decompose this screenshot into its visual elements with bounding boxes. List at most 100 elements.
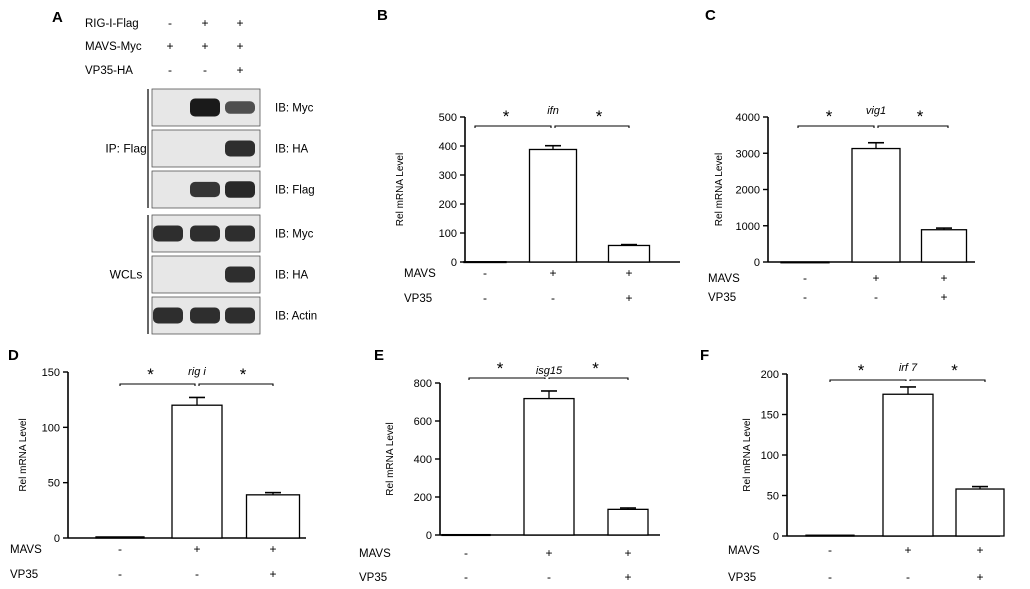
significance-star: *	[917, 107, 924, 126]
y-tick-label: 800	[414, 378, 432, 390]
lane-sign: +	[236, 39, 243, 53]
y-tick-label: 150	[42, 367, 60, 379]
vp35-sign: -	[547, 570, 551, 584]
chart-title: vig1	[866, 105, 886, 117]
ib-label: IB: Myc	[275, 103, 314, 115]
y-tick-label: 400	[414, 454, 432, 466]
y-tick-label: 2000	[736, 185, 760, 197]
chart-panel-d: D 0 50 100 150 Rel mRNA Level * * rig i MAVS VP35 -…	[8, 347, 306, 581]
row-label-mavs: MAVS	[708, 273, 740, 285]
blot-band	[225, 181, 255, 198]
significance-star: *	[497, 359, 504, 378]
vp35-sign: +	[940, 290, 947, 304]
y-tick-label: 100	[42, 422, 60, 434]
lane-sign: +	[201, 39, 208, 53]
mavs-sign: +	[625, 266, 632, 280]
mavs-sign: -	[118, 542, 122, 556]
lane-sign: -	[168, 63, 172, 77]
blot-band	[190, 98, 220, 117]
blot-band	[153, 225, 183, 242]
vp35-sign: -	[828, 570, 832, 584]
lane-sign: -	[168, 16, 172, 30]
y-tick-label: 500	[439, 112, 457, 124]
mavs-sign: +	[549, 266, 556, 280]
y-tick-label: 50	[767, 491, 779, 503]
lane-sign: +	[166, 39, 173, 53]
bar	[171, 404, 223, 539]
bar	[882, 393, 934, 537]
y-tick-label: 300	[439, 170, 457, 182]
row-label-vp35: VP35	[728, 572, 756, 584]
vp35-sign: +	[624, 570, 631, 584]
significance-bracket	[548, 377, 629, 380]
row-label-vp35: VP35	[359, 572, 387, 584]
bar	[245, 494, 301, 539]
row-label-vp35: VP35	[10, 569, 38, 581]
chart-panel-c: C 0 1000 2000 3000 4000 Rel mRNA Level * * vig1 MA…	[705, 7, 975, 304]
significance-star: *	[147, 365, 154, 384]
significance-star: *	[951, 361, 958, 380]
chart-panel-e: E 0 200 400 600 800 Rel mRNA Level * * isg15 MAVS V…	[359, 347, 660, 584]
condition-label: RIG-I-Flag	[85, 18, 139, 30]
significance-bracket	[468, 377, 546, 380]
lane-sign: +	[236, 16, 243, 30]
lane-sign: +	[236, 63, 243, 77]
vp35-sign: -	[803, 290, 807, 304]
lane-sign: +	[201, 16, 208, 30]
vp35-sign: -	[195, 567, 199, 581]
blot-band	[190, 181, 220, 198]
bar	[805, 534, 855, 537]
significance-star: *	[858, 361, 865, 380]
y-tick-label: 0	[754, 257, 760, 269]
chart-title: isg15	[536, 365, 563, 377]
vp35-sign: -	[906, 570, 910, 584]
ib-label: IB: Myc	[275, 229, 314, 241]
bar	[607, 508, 649, 536]
significance-bracket	[554, 125, 630, 128]
blot-band	[225, 101, 255, 114]
y-tick-label: 50	[48, 478, 60, 490]
row-label-mavs: MAVS	[10, 544, 42, 556]
y-tick-label: 0	[426, 530, 432, 542]
mavs-sign: +	[904, 543, 911, 557]
blot-band	[153, 307, 183, 324]
ib-label: IB: Flag	[275, 185, 315, 197]
significance-bracket	[119, 383, 196, 386]
significance-star: *	[596, 107, 603, 126]
y-tick-label: 600	[414, 416, 432, 428]
bar	[463, 261, 507, 264]
blot-band	[225, 225, 255, 242]
significance-bracket	[198, 383, 274, 386]
bar	[780, 261, 830, 264]
group-label: WCLs	[110, 268, 143, 282]
ib-label: IB: HA	[275, 270, 309, 282]
significance-star: *	[240, 365, 247, 384]
chart-title: rig i	[188, 366, 206, 378]
y-tick-label: 400	[439, 141, 457, 153]
ib-label: IB: Actin	[275, 311, 317, 323]
row-label-vp35: VP35	[708, 292, 736, 304]
group-label: IP: Flag	[105, 142, 146, 156]
y-tick-label: 100	[439, 228, 457, 240]
blot-band	[190, 225, 220, 242]
row-label-mavs: MAVS	[359, 548, 391, 560]
y-tick-label: 150	[761, 410, 779, 422]
vp35-sign: -	[483, 291, 487, 305]
ib-label: IB: HA	[275, 144, 309, 156]
bar	[955, 488, 1005, 537]
condition-label: MAVS-Myc	[85, 41, 142, 53]
significance-star: *	[826, 107, 833, 126]
y-tick-label: 4000	[736, 112, 760, 124]
significance-star: *	[503, 107, 510, 126]
y-axis-label: Rel mRNA Level	[385, 422, 396, 495]
bar	[920, 229, 968, 263]
mavs-sign: +	[940, 271, 947, 285]
bar	[95, 536, 145, 539]
bar	[441, 533, 491, 537]
chart-panel-f: F 0 50 100 150 200 Rel mRNA Level * * irf 7 MAVS VP…	[700, 347, 1005, 584]
blot-band	[225, 140, 255, 157]
vp35-sign: -	[118, 567, 122, 581]
bar	[523, 397, 575, 536]
row-label-mavs: MAVS	[728, 545, 760, 557]
panel-letter: C	[705, 7, 716, 24]
